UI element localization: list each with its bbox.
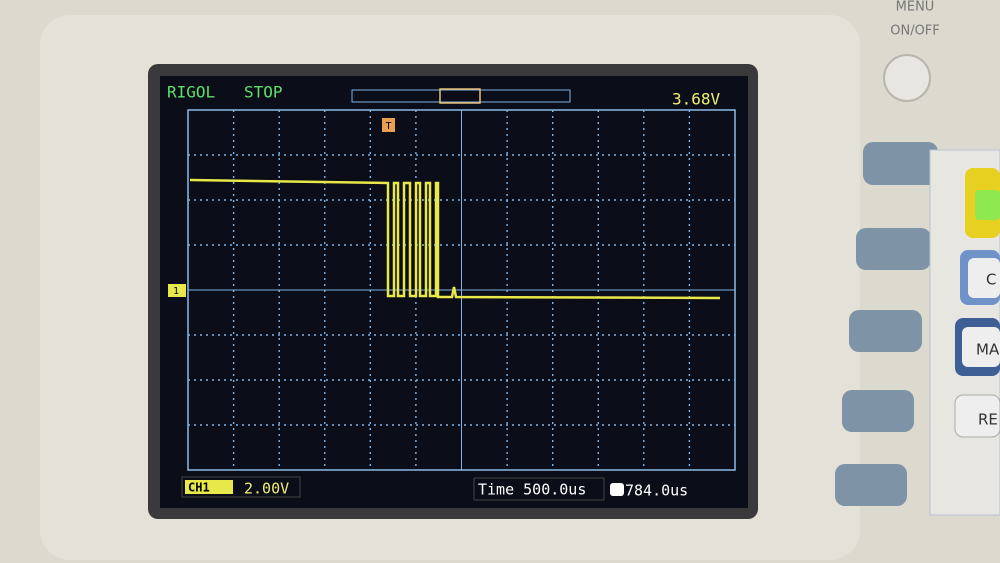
side-label-3: RE: [978, 411, 998, 429]
side-key-led: [975, 190, 1000, 220]
trigger-marker: T: [385, 121, 391, 132]
side-label-2: MA: [976, 341, 1000, 359]
softkey-3[interactable]: [849, 310, 922, 352]
channel-marker-box: [168, 284, 186, 297]
side-key-3[interactable]: [954, 394, 1000, 438]
trigger-offset: 784.0us: [625, 482, 688, 500]
softkey-2[interactable]: [856, 228, 931, 270]
softkey-5[interactable]: [835, 464, 907, 506]
trigger-level: 3.68V: [672, 90, 721, 109]
channel: CH1: [188, 481, 210, 495]
menu-button[interactable]: [883, 54, 931, 102]
menu-label: MENU: [896, 0, 935, 15]
timebase: Time 500.0us: [478, 481, 586, 499]
trigger-marker-box: [382, 118, 395, 132]
trigger-offset-icon: [610, 483, 624, 496]
volts-per-div: 2.00V: [244, 480, 289, 498]
side-key-1[interactable]: [968, 258, 1000, 298]
memory-bar: [351, 89, 571, 103]
side-key-2[interactable]: [962, 327, 1000, 367]
status: STOP: [244, 83, 283, 102]
memory-window: [439, 88, 481, 104]
channel-marker: 1: [173, 286, 179, 297]
brand: RIGOL: [167, 83, 215, 102]
softkey-4[interactable]: [842, 390, 914, 432]
grid: [187, 109, 736, 471]
side-label-1: C: [986, 271, 996, 289]
softkey-1[interactable]: [863, 142, 938, 185]
trace: [189, 178, 721, 300]
channel-box: [181, 476, 301, 498]
channel-tag: [185, 480, 233, 494]
time-box: [473, 477, 605, 501]
onoff-label: ON/OFF: [890, 24, 940, 39]
